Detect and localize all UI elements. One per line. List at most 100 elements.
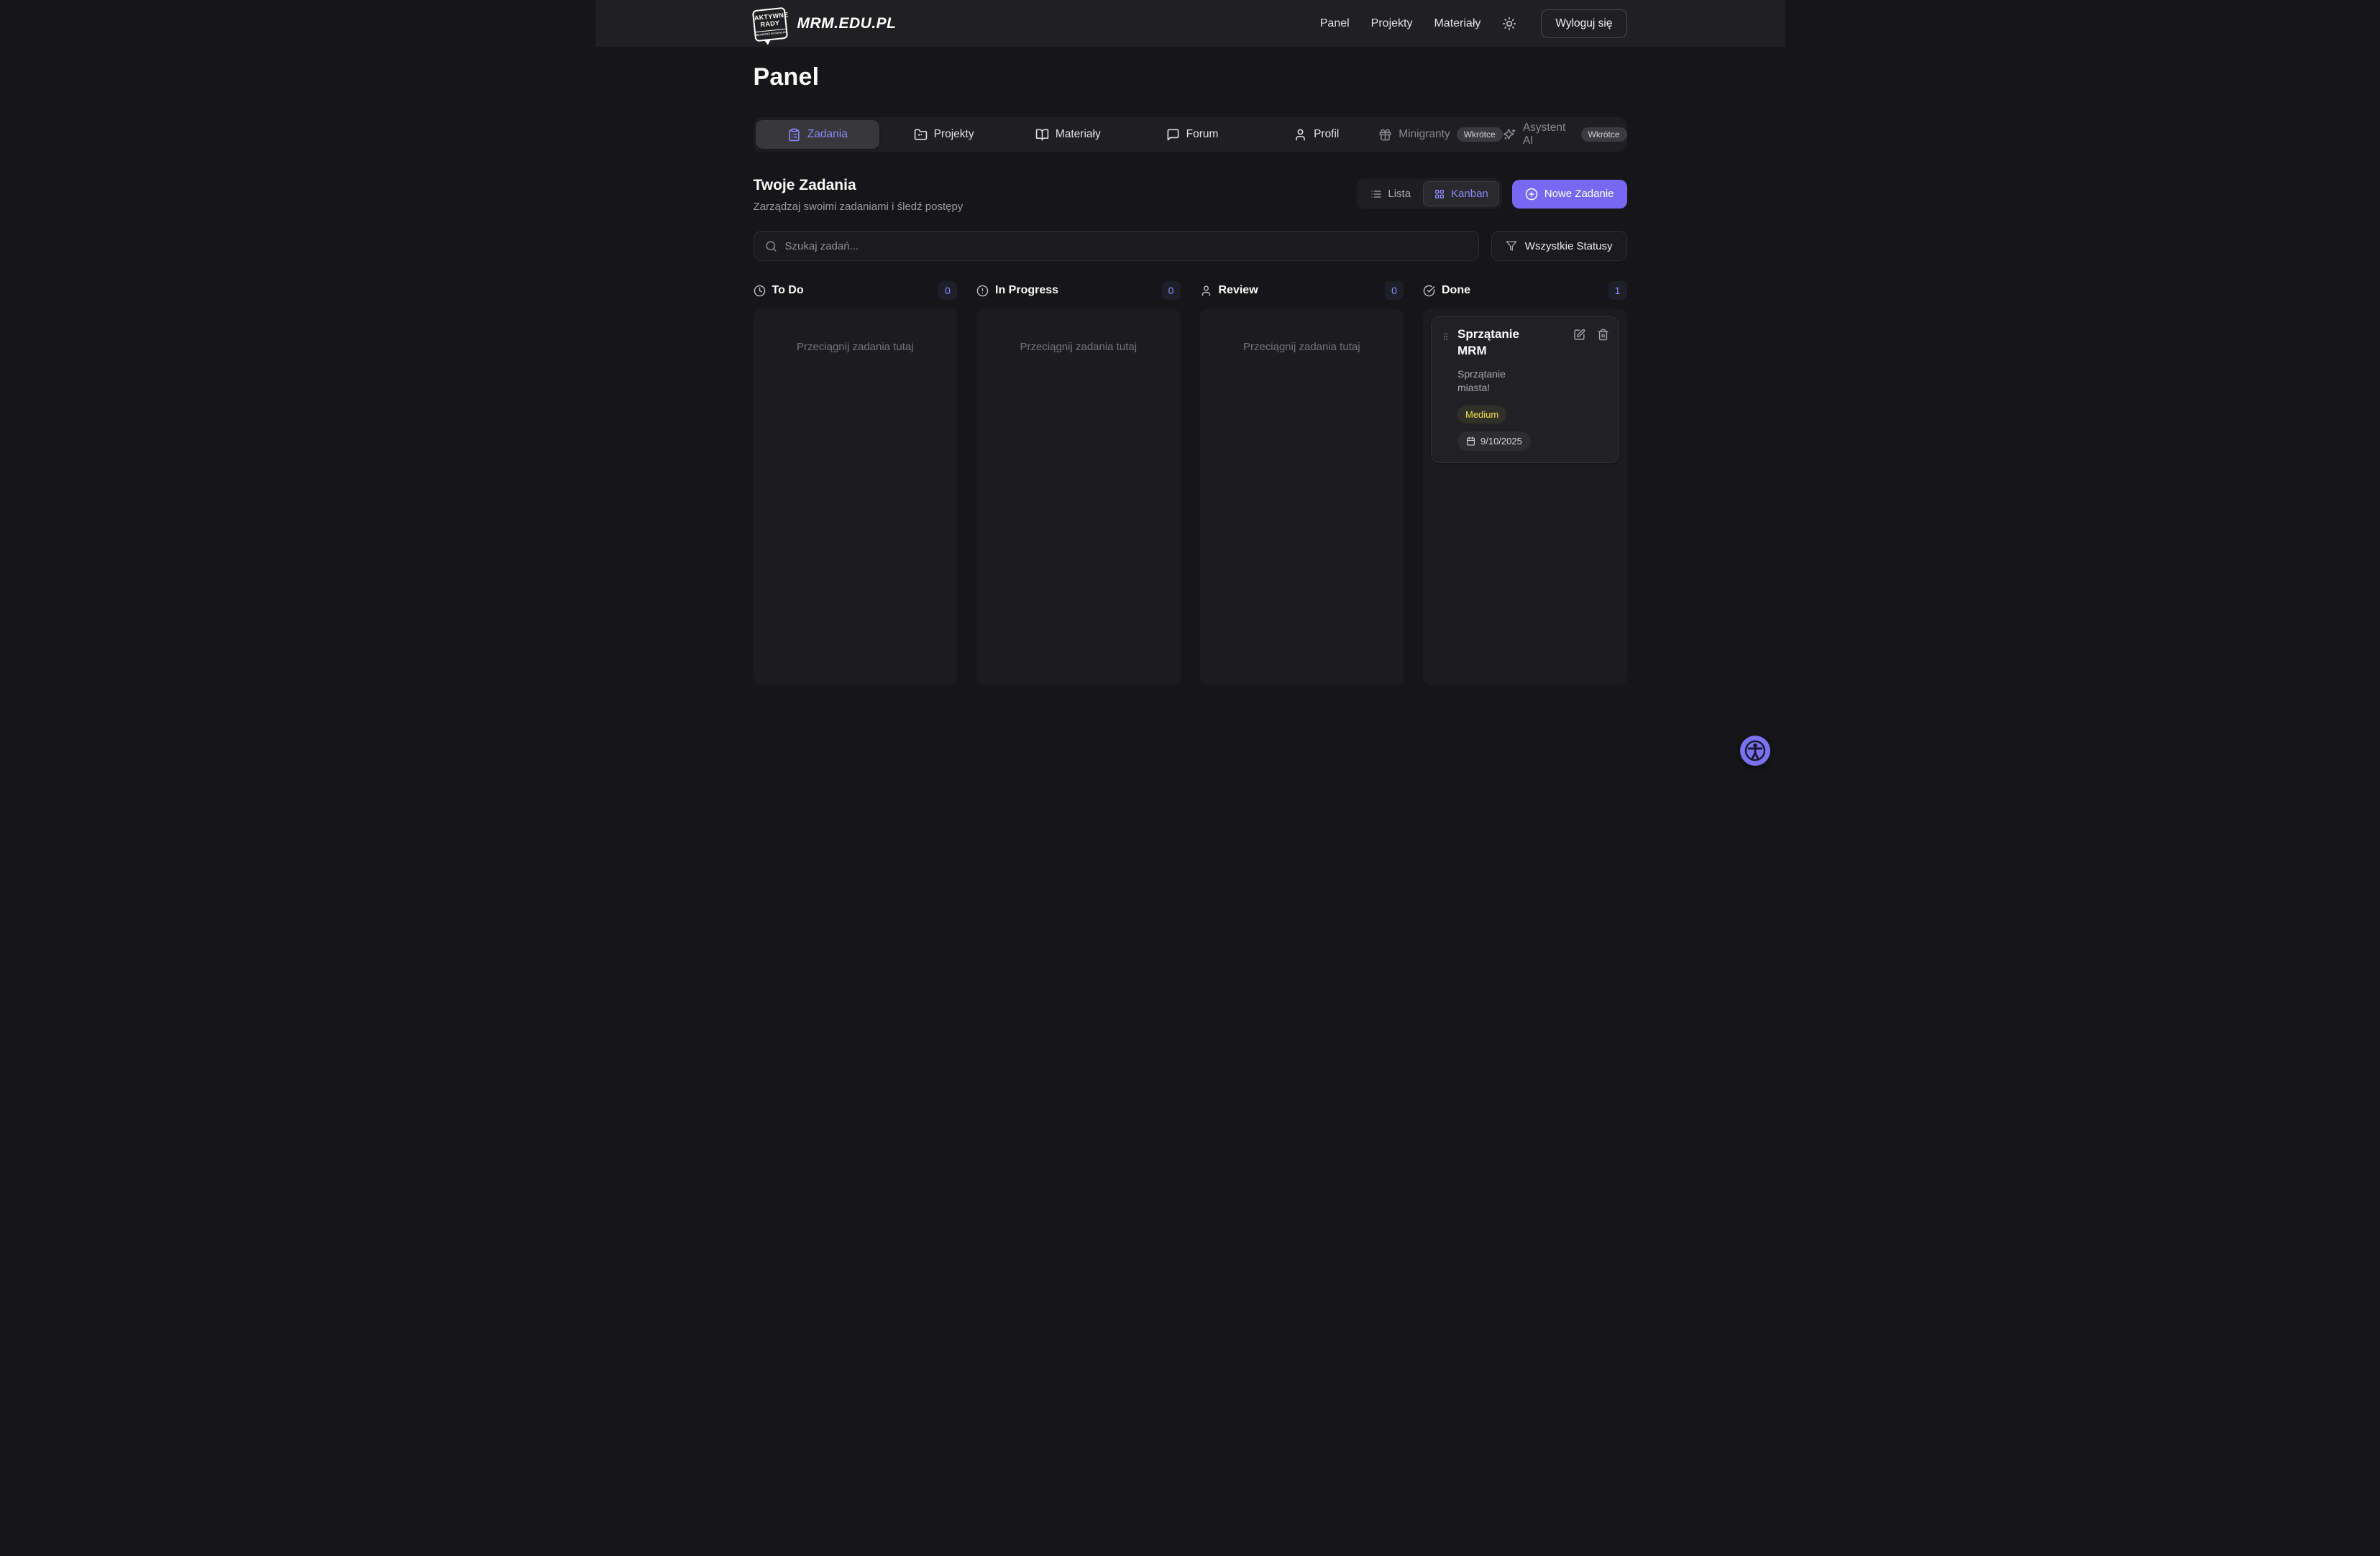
column-header: In Progress 0 — [976, 280, 1181, 301]
edit-icon[interactable] — [1573, 329, 1585, 451]
calendar-icon — [1466, 436, 1475, 446]
column-count-badge: 0 — [1161, 281, 1181, 300]
column-count-badge: 0 — [938, 281, 957, 300]
column-dropzone[interactable]: Przeciągnij zadania tutaj — [976, 308, 1181, 685]
empty-column-hint: Przeciągnij zadania tutaj — [1242, 341, 1360, 353]
status-filter-button[interactable]: Wszystkie Statusy — [1491, 231, 1627, 261]
column-title: Review — [1218, 284, 1258, 296]
column-done: Done 1 Sprzątanie MRM Sprzątanie miasta!… — [1423, 280, 1627, 685]
new-task-label: Nowe Zadanie — [1544, 188, 1614, 200]
task-card[interactable]: Sprzątanie MRM Sprzątanie miasta! Medium… — [1431, 316, 1619, 464]
due-date-text: 9/10/2025 — [1480, 436, 1522, 447]
priority-badge: Medium — [1457, 406, 1507, 424]
book-open-icon — [1035, 128, 1049, 142]
new-task-button[interactable]: Nowe Zadanie — [1511, 179, 1627, 209]
theme-toggle-button[interactable] — [1502, 17, 1516, 31]
due-date-pill: 9/10/2025 — [1457, 431, 1531, 452]
tab-label: Forum — [1186, 128, 1219, 140]
column-header: Review 0 — [1200, 280, 1404, 301]
section-header: Twoje Zadania Zarządzaj swoimi zadaniami… — [754, 177, 1627, 213]
page-title: Panel — [753, 63, 820, 91]
tab-forum[interactable]: Forum — [1130, 117, 1255, 152]
clipboard-list-icon — [787, 128, 801, 142]
tab-label: Profil — [1314, 128, 1340, 140]
view-toggle: Lista Kanban — [1357, 178, 1502, 209]
filter-row: Wszystkie Statusy — [753, 231, 1627, 261]
card-content: Sprzątanie MRM Sprzątanie miasta! Medium… — [1457, 326, 1532, 452]
aktywne-rady-logo: AKTYWNE RADY MŁODZIEŻ W DZIAŁANIU — [751, 6, 788, 45]
column-title: Done — [1442, 284, 1470, 296]
task-description: Sprzątanie miasta! — [1457, 367, 1506, 394]
column-title: To Do — [772, 284, 804, 296]
card-actions — [1573, 326, 1609, 451]
section-title: Twoje Zadania — [753, 177, 856, 193]
clock-icon — [754, 285, 766, 297]
tab-materialy[interactable]: Materiały — [1006, 117, 1130, 152]
column-header: To Do 0 — [754, 280, 957, 301]
tab-projekty[interactable]: Projekty — [882, 117, 1006, 152]
logo-text-bottom: MŁODZIEŻ W DZIAŁANIU — [755, 28, 786, 37]
nav-link-materialy[interactable]: Materiały — [1434, 17, 1481, 29]
column-header: Done 1 — [1423, 280, 1627, 301]
top-navigation: Panel Projekty Materiały Wyloguj się — [1320, 9, 1627, 38]
column-title: In Progress — [995, 284, 1059, 296]
tab-label: Minigranty — [1399, 128, 1450, 140]
column-in-progress: In Progress 0 Przeciągnij zadania tutaj — [976, 280, 1181, 685]
tab-minigranty: Minigranty Wkrótce — [1378, 117, 1503, 152]
logout-button[interactable]: Wyloguj się — [1541, 9, 1627, 38]
tab-label: Zadania — [807, 128, 848, 140]
section-actions: Lista Kanban Nowe Zadanie — [1357, 178, 1627, 209]
user-icon — [1294, 128, 1307, 142]
main-content: Panel Zadania Projekty Materiały Forum — [753, 63, 1627, 685]
kanban-grid-icon — [1434, 188, 1445, 200]
user-icon — [1200, 285, 1212, 297]
column-count-badge: 1 — [1608, 281, 1627, 300]
column-dropzone[interactable]: Sprzątanie MRM Sprzątanie miasta! Medium… — [1423, 308, 1627, 685]
logo-tail — [763, 38, 772, 45]
view-kanban-button[interactable]: Kanban — [1423, 181, 1499, 206]
column-review: Review 0 Przeciągnij zadania tutaj — [1199, 280, 1404, 685]
message-square-icon — [1166, 128, 1180, 142]
nav-link-projekty[interactable]: Projekty — [1370, 17, 1413, 29]
drag-handle-icon[interactable] — [1441, 326, 1450, 451]
accessibility-widget-button[interactable] — [1739, 736, 1770, 766]
column-dropzone[interactable]: Przeciągnij zadania tutaj — [753, 308, 957, 685]
tab-profil[interactable]: Profil — [1254, 117, 1378, 152]
search-box — [753, 231, 1479, 261]
top-bar: AKTYWNE RADY MŁODZIEŻ W DZIAŁANIU MRM.ED… — [595, 0, 1785, 47]
tab-label: Materiały — [1055, 128, 1101, 140]
tab-zadania[interactable]: Zadania — [755, 120, 880, 149]
section-subtitle: Zarządzaj swoimi zadaniami i śledź postę… — [753, 201, 964, 213]
tab-label: Asystent AI — [1522, 122, 1566, 147]
column-count-badge: 0 — [1385, 281, 1404, 300]
section-titles: Twoje Zadania Zarządzaj swoimi zadaniami… — [754, 177, 964, 213]
brand[interactable]: AKTYWNE RADY MŁODZIEŻ W DZIAŁANIU MRM.ED… — [751, 6, 897, 45]
nav-link-panel[interactable]: Panel — [1319, 17, 1350, 29]
filter-funnel-icon — [1506, 240, 1517, 252]
empty-column-hint: Przeciągnij zadania tutaj — [796, 341, 914, 353]
sparkles-icon — [1503, 128, 1516, 142]
view-list-button[interactable]: Lista — [1360, 181, 1422, 206]
accessibility-icon — [1743, 738, 1767, 763]
list-icon — [1370, 188, 1382, 200]
view-list-label: Lista — [1388, 188, 1411, 200]
sun-icon — [1502, 17, 1516, 31]
alert-circle-icon — [976, 285, 989, 297]
search-input[interactable] — [784, 239, 1468, 252]
tab-bar: Zadania Projekty Materiały Forum Profil — [753, 117, 1627, 152]
kanban-board: To Do 0 Przeciągnij zadania tutaj In Pro… — [753, 280, 1627, 685]
view-kanban-label: Kanban — [1451, 188, 1488, 200]
site-wordmark: MRM.EDU.PL — [797, 14, 897, 32]
delete-icon[interactable] — [1597, 329, 1609, 451]
check-circle-icon — [1423, 285, 1435, 297]
column-todo: To Do 0 Przeciągnij zadania tutaj — [753, 280, 957, 685]
coming-soon-badge: Wkrótce — [1580, 127, 1627, 142]
plus-circle-icon — [1525, 188, 1538, 201]
folder-icon — [914, 128, 928, 142]
gift-icon — [1378, 128, 1392, 142]
status-filter-label: Wszystkie Statusy — [1524, 239, 1613, 252]
empty-column-hint: Przeciągnij zadania tutaj — [1020, 341, 1138, 353]
tab-label: Projekty — [933, 128, 974, 140]
task-title: Sprzątanie MRM — [1457, 327, 1519, 357]
column-dropzone[interactable]: Przeciągnij zadania tutaj — [1199, 308, 1404, 685]
